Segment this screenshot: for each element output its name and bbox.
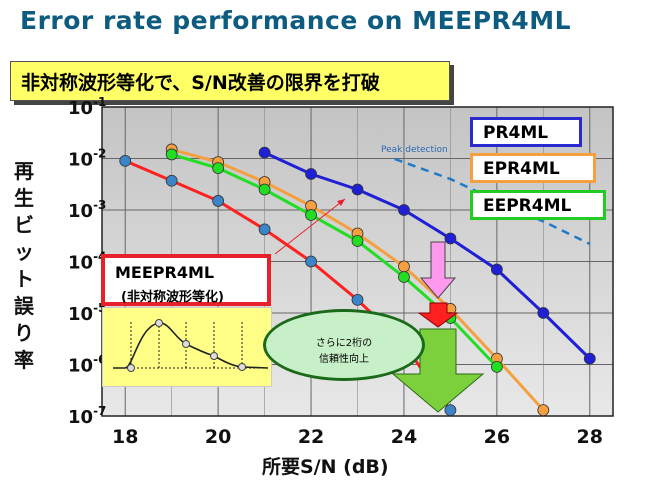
- y-axis-label-char: 再: [14, 159, 34, 183]
- y-axis-label-char: 生: [14, 186, 34, 210]
- legend-eepr4ml: EEPR4ML: [470, 190, 606, 220]
- subtitle-text: 非対称波形等化で、S/N改善の限界を打破: [21, 72, 380, 94]
- data-point-pr4ml: [258, 146, 271, 159]
- y-tick-label: 10-6: [68, 353, 106, 377]
- meepr4ml-pointer-head: [337, 199, 345, 206]
- y-tick-label: 10-1: [68, 95, 106, 119]
- data-point-eepr4ml: [490, 360, 503, 373]
- improvement-oval: さらに2桁の 信頼性向上: [263, 309, 425, 381]
- x-tick-label: 26: [484, 426, 510, 448]
- data-point-pr4ml: [351, 183, 364, 196]
- x-tick-label: 24: [391, 426, 417, 448]
- legend-pr4ml: PR4ML: [470, 117, 582, 147]
- x-tick-label: 20: [205, 426, 231, 448]
- peak-detection-label: Peak detection: [381, 145, 448, 155]
- meepr4ml-pointer: [274, 198, 346, 255]
- meepr4ml-label: MEEPR4ML: [115, 263, 215, 282]
- oval-text-line1: さらに2桁の: [315, 338, 373, 349]
- data-point-meepr4ml: [444, 404, 457, 416]
- data-point-epr4ml: [537, 404, 550, 416]
- y-tick-label: 10-3: [68, 198, 106, 222]
- data-point-eepr4ml: [305, 209, 317, 221]
- x-tick-label: 28: [577, 426, 603, 448]
- data-point-pr4ml: [444, 232, 457, 245]
- y-axis-label-char: ビ: [14, 213, 34, 237]
- data-point-eepr4ml: [351, 235, 364, 247]
- data-point-epr4ml: [398, 260, 410, 273]
- series-line-pr4ml: [263, 151, 591, 360]
- asymmetric-waveform: [113, 319, 269, 372]
- meepr4ml-description: (非対称波形等化): [121, 290, 224, 305]
- data-point-eepr4ml: [212, 162, 225, 175]
- x-tick-label: 18: [112, 426, 138, 448]
- y-tick-label: 10-7: [68, 404, 106, 428]
- x-axis-label: 所要S/N (dB): [262, 456, 389, 478]
- legend-epr4ml: EPR4ML: [470, 153, 596, 183]
- y-axis-label-char: 誤: [14, 294, 34, 318]
- data-point-eepr4ml: [165, 148, 178, 161]
- data-point-pr4ml: [583, 352, 596, 365]
- data-point-meepr4ml: [351, 293, 364, 306]
- data-point-pr4ml: [490, 263, 503, 276]
- data-point-meepr4ml: [212, 195, 225, 207]
- y-axis-label-char: ッ: [14, 240, 34, 264]
- data-point-eepr4ml: [258, 183, 271, 196]
- meepr4ml-callout: MEEPR4ML (非対称波形等化): [101, 254, 271, 306]
- y-tick-label: 10-2: [68, 147, 106, 171]
- y-axis-label: 再生ビット誤り率: [12, 158, 36, 374]
- data-point-pr4ml: [537, 307, 550, 319]
- data-point-meepr4ml: [165, 174, 178, 187]
- page-title: Error rate performance on MEEPR4ML: [20, 6, 571, 35]
- waveform-inset: [102, 307, 272, 387]
- improvement-arrows: [391, 241, 485, 413]
- subtitle-banner: 非対称波形等化で、S/N改善の限界を打破: [10, 61, 450, 101]
- y-axis-label-char: り: [14, 321, 34, 345]
- data-point-pr4ml: [398, 204, 410, 216]
- y-axis-label-char: 率: [14, 348, 34, 372]
- data-point-meepr4ml: [258, 223, 271, 236]
- data-point-eepr4ml: [398, 271, 410, 283]
- x-tick-label: 22: [298, 426, 324, 448]
- oval-text-line2: 信頼性向上: [319, 354, 369, 365]
- data-point-meepr4ml: [119, 154, 132, 167]
- data-point-pr4ml: [305, 168, 317, 180]
- data-point-meepr4ml: [305, 255, 317, 268]
- y-axis-label-char: ト: [14, 267, 34, 291]
